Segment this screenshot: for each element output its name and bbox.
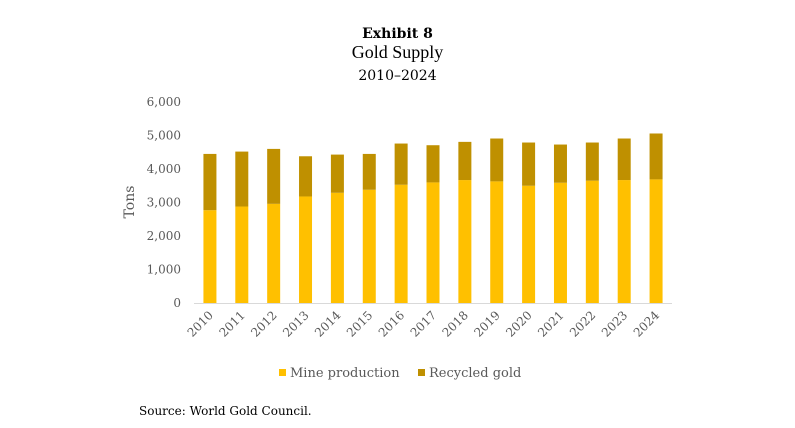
source-note: Source: World Gold Council. xyxy=(139,404,312,418)
bar-recycled-gold-2024 xyxy=(649,133,663,180)
legend-swatch-recycled-gold xyxy=(418,369,425,376)
x-tick-label-2019: 2019 xyxy=(471,308,502,339)
x-tick-label-2017: 2017 xyxy=(408,308,439,339)
legend-label-mine-production: Mine production xyxy=(290,366,400,381)
bar-recycled-gold-2015 xyxy=(362,153,376,190)
bar-recycled-gold-2011 xyxy=(235,151,249,207)
bar-mine-production-2024 xyxy=(649,179,663,303)
legend: Mine production Recycled gold xyxy=(279,366,521,381)
y-tick-label: 5,000 xyxy=(147,129,181,143)
x-tick-label-2013: 2013 xyxy=(280,308,311,339)
bar-mine-production-2013 xyxy=(299,196,313,303)
y-tick-labels: 0 1,000 2,000 3,000 4,000 5,000 6,000 xyxy=(147,95,181,310)
y-tick-label: 0 xyxy=(173,296,181,310)
bar-recycled-gold-2020 xyxy=(522,142,536,186)
bar-mine-production-2022 xyxy=(585,180,599,303)
x-tick-label-2024: 2024 xyxy=(631,308,663,340)
bar-mine-production-2020 xyxy=(522,185,536,303)
bar-mine-production-2021 xyxy=(553,182,567,303)
bar-mine-production-2019 xyxy=(490,181,504,303)
y-axis-label: Tons xyxy=(122,186,138,219)
y-tick-label: 4,000 xyxy=(147,162,181,176)
bar-mine-production-2017 xyxy=(426,182,440,303)
legend-swatch-mine-production xyxy=(279,369,286,376)
x-tick-label-2023: 2023 xyxy=(599,308,630,339)
bar-mine-production-2010 xyxy=(203,210,217,303)
bar-recycled-gold-2017 xyxy=(426,145,440,183)
bar-recycled-gold-2012 xyxy=(267,148,281,204)
bar-recycled-gold-2019 xyxy=(490,138,504,182)
y-tick-label: 3,000 xyxy=(147,196,181,210)
bar-recycled-gold-2010 xyxy=(203,153,217,211)
y-tick-label: 2,000 xyxy=(147,229,181,243)
bar-mine-production-2011 xyxy=(235,206,249,303)
bar-mine-production-2012 xyxy=(267,203,281,303)
x-tick-label-2012: 2012 xyxy=(248,308,279,339)
y-tick-label: 1,000 xyxy=(147,263,181,277)
bars-group xyxy=(203,133,663,303)
bar-recycled-gold-2023 xyxy=(617,138,631,181)
bar-recycled-gold-2022 xyxy=(585,142,599,181)
bar-mine-production-2015 xyxy=(362,189,376,303)
bar-recycled-gold-2016 xyxy=(394,143,408,185)
bar-mine-production-2014 xyxy=(330,192,344,303)
exhibit-label: Exhibit 8 xyxy=(362,26,433,42)
x-tick-label-2021: 2021 xyxy=(535,308,566,339)
legend-label-recycled-gold: Recycled gold xyxy=(429,366,521,381)
x-tick-label-2018: 2018 xyxy=(439,308,470,339)
x-tick-label-2011: 2011 xyxy=(216,308,247,339)
x-tick-label-2015: 2015 xyxy=(344,308,375,339)
bar-recycled-gold-2013 xyxy=(299,156,313,197)
x-tick-labels: 2010 2011 2012 2013 2014 2015 2016 2017 2018 2019… xyxy=(185,308,663,340)
x-tick-label-2016: 2016 xyxy=(376,308,407,339)
bar-recycled-gold-2018 xyxy=(458,141,472,181)
chart-subtitle: 2010–2024 xyxy=(358,68,437,84)
chart-title: Gold Supply xyxy=(351,42,444,62)
x-tick-label-2022: 2022 xyxy=(567,308,598,339)
x-tick-label-2020: 2020 xyxy=(503,308,534,339)
bar-mine-production-2023 xyxy=(617,180,631,303)
bar-recycled-gold-2021 xyxy=(553,144,567,183)
x-tick-label-2014: 2014 xyxy=(312,308,344,340)
y-tick-label: 6,000 xyxy=(147,95,181,109)
bar-mine-production-2016 xyxy=(394,184,408,303)
bar-mine-production-2018 xyxy=(458,180,472,303)
bar-recycled-gold-2014 xyxy=(330,154,344,193)
x-tick-label-2010: 2010 xyxy=(185,308,216,339)
